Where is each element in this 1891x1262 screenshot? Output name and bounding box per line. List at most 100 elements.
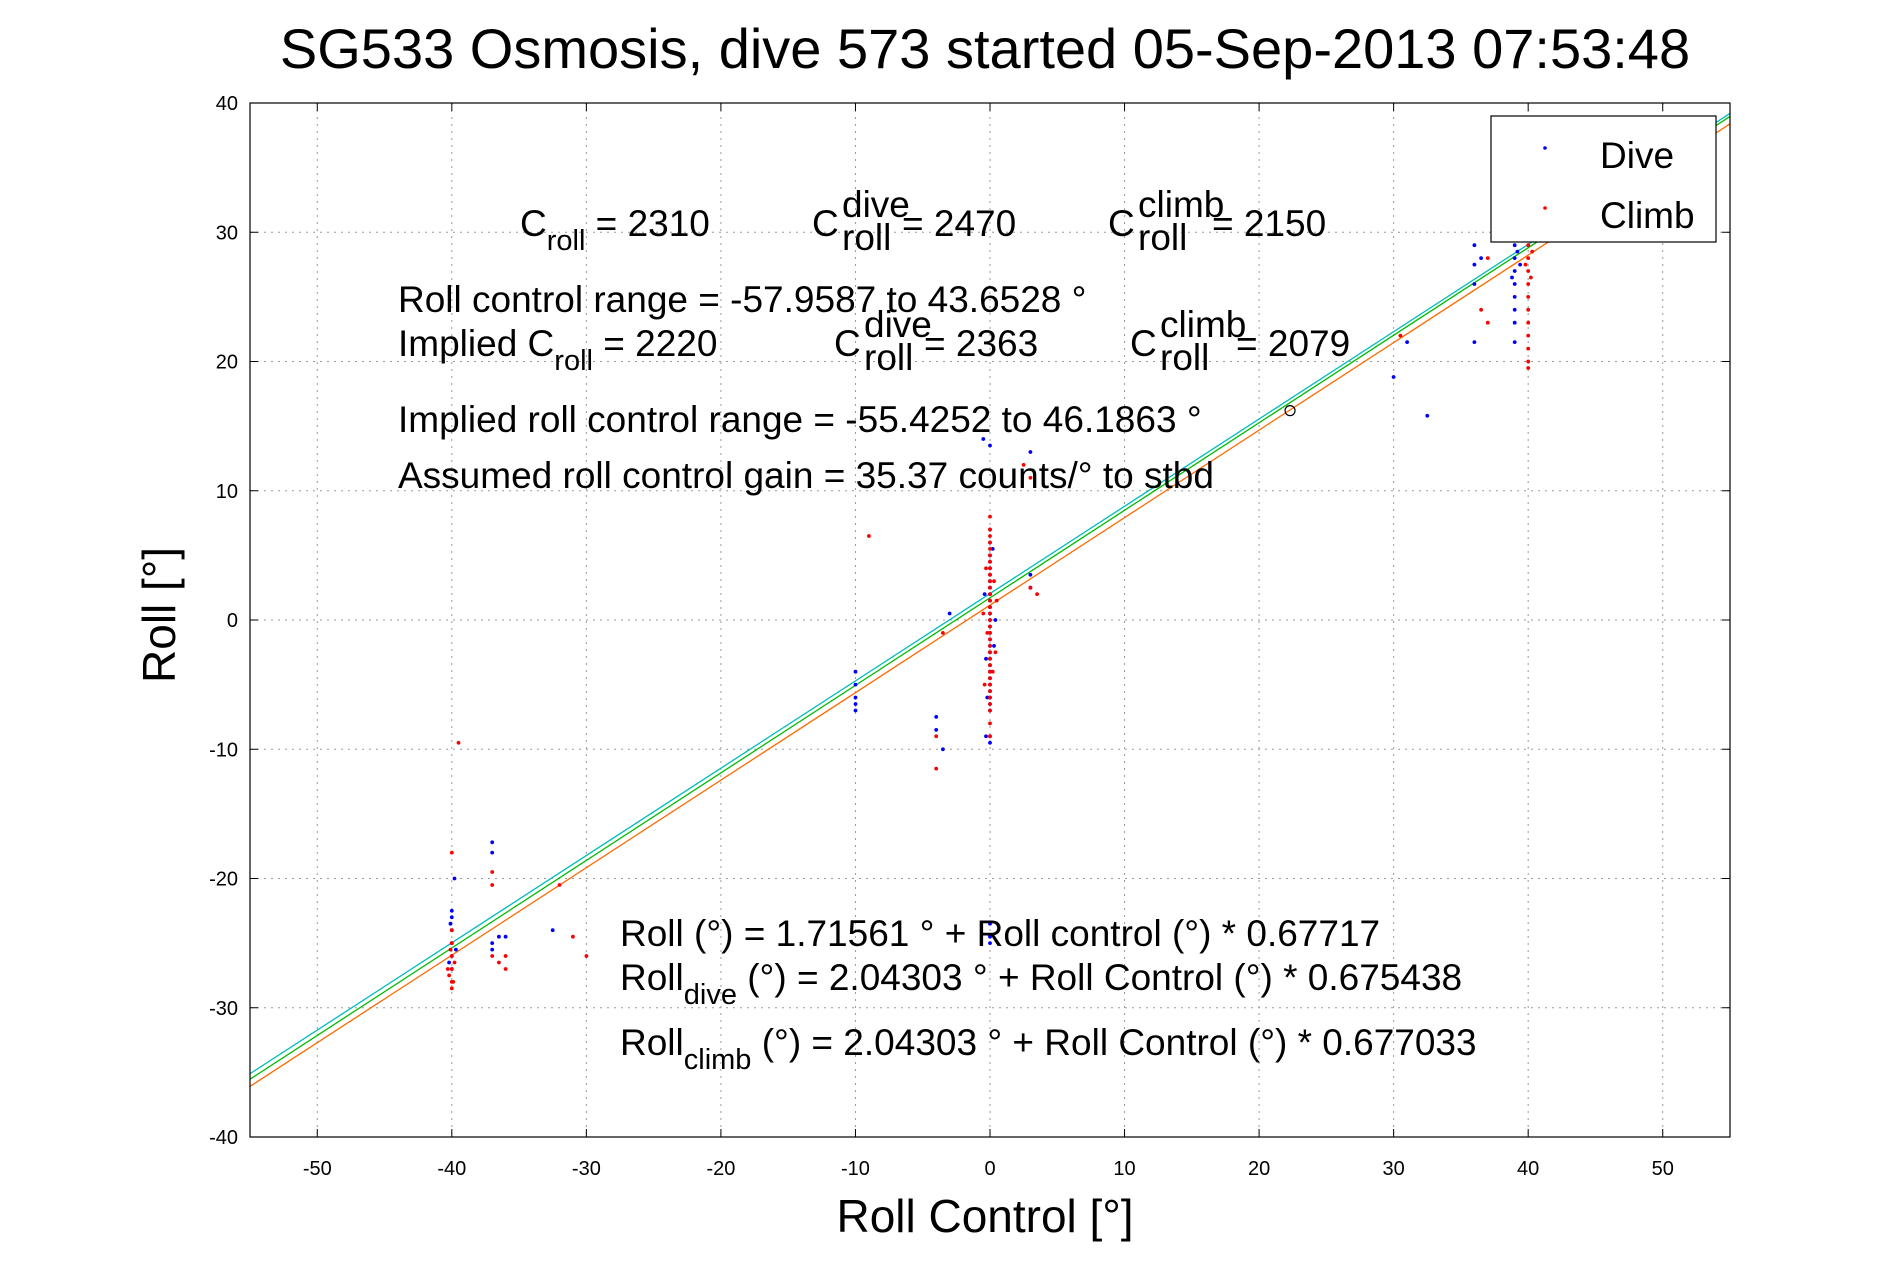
annotation-eq-all: Roll (°) = 1.71561 ° + Roll control (°) … — [620, 913, 1380, 954]
annotation-c-dive-value: = 2470 — [902, 203, 1016, 244]
dive-point — [490, 941, 495, 945]
climb-point — [988, 624, 992, 629]
climb-point — [449, 954, 454, 958]
dive-point — [1512, 243, 1517, 248]
climb-point — [1526, 359, 1531, 364]
dive-point — [1472, 282, 1477, 286]
dive-point — [947, 611, 952, 616]
climb-point — [941, 631, 945, 635]
dive-point — [1472, 262, 1477, 267]
climb-point — [1028, 585, 1033, 590]
climb-point — [988, 514, 992, 519]
dive-point — [550, 928, 555, 933]
climb-point — [988, 695, 992, 700]
climb-point — [1021, 463, 1026, 467]
dive-point — [1512, 295, 1517, 299]
climb-point — [934, 766, 939, 771]
climb-point — [1485, 320, 1490, 325]
annotation-implied-c: Implied Croll = 2220 — [398, 323, 717, 377]
annotation-c-climb-value: = 2150 — [1212, 203, 1326, 244]
climb-point — [934, 734, 939, 739]
climb-point — [988, 618, 992, 622]
climb-point — [988, 708, 992, 713]
climb-point — [988, 611, 992, 616]
dive-point — [853, 708, 858, 713]
dive-point — [988, 740, 992, 745]
climb-point — [1526, 346, 1531, 351]
climb-point — [867, 534, 871, 538]
dive-point — [1512, 269, 1517, 273]
dive-point — [934, 715, 939, 719]
legend-climb-label: Climb — [1600, 195, 1695, 236]
marker-circle — [1284, 405, 1296, 417]
x-tick-label: 20 — [1248, 1158, 1270, 1180]
eq-dive-post: (°) = 2.04303 ° + Roll Control (°) * 0.6… — [737, 957, 1462, 998]
climb-point — [981, 611, 986, 616]
climb-point — [1479, 307, 1483, 312]
climb-point — [988, 702, 992, 706]
fit-all-line — [249, 115, 1731, 1080]
dive-point — [1425, 413, 1430, 418]
y-tick-label: -10 — [209, 739, 238, 761]
climb-point — [988, 663, 992, 668]
climb-point — [1035, 592, 1039, 596]
legend: Dive Climb — [1490, 115, 1717, 243]
dive-point — [503, 934, 508, 939]
dive-point — [1472, 340, 1477, 344]
annotation-implied-range: Implied roll control range = -55.4252 to… — [398, 399, 1202, 440]
dive-point — [993, 618, 998, 622]
climb-point — [984, 566, 988, 571]
dive-point — [992, 644, 996, 648]
x-axis-label: Roll Control [°] — [836, 1190, 1133, 1242]
climb-point — [988, 605, 992, 609]
dive-point — [490, 840, 495, 845]
climb-point — [1529, 275, 1533, 280]
climb-point — [1485, 256, 1490, 260]
c-value: = 2310 — [585, 203, 709, 244]
grid — [250, 103, 1730, 1137]
dive-point — [853, 669, 858, 674]
climb-point — [988, 644, 992, 648]
dive-point — [449, 915, 454, 920]
climb-point — [452, 960, 457, 965]
y-tick-label: 0 — [227, 610, 238, 632]
annotation-c-dive-sub: roll — [842, 217, 891, 258]
dive-point — [1472, 243, 1477, 248]
x-tick-label: 0 — [984, 1158, 995, 1180]
climb-point — [584, 954, 589, 958]
eq-climb-post: (°) = 2.04303 ° + Roll Control (°) * 0.6… — [751, 1022, 1476, 1063]
climb-point — [1028, 475, 1033, 480]
annotation-eq-climb: Rollclimb (°) = 2.04303 ° + Roll Control… — [620, 1022, 1477, 1076]
dive-point — [497, 934, 501, 939]
implied-sub: roll — [554, 345, 593, 377]
dive-point — [1515, 249, 1520, 254]
climb-point — [988, 553, 992, 558]
fit-climb-line — [249, 123, 1731, 1087]
y-tick-label: 20 — [216, 352, 238, 374]
climb-point — [449, 986, 454, 991]
y-tick-label: 10 — [216, 481, 238, 503]
x-tick-label: 10 — [1113, 1158, 1135, 1180]
climb-point — [988, 631, 992, 635]
climb-point — [557, 883, 562, 887]
climb-point — [445, 967, 450, 971]
legend-dive-label: Dive — [1600, 135, 1674, 176]
dive-point — [984, 656, 988, 661]
climb-point — [988, 585, 992, 590]
legend-climb-marker — [1543, 206, 1547, 210]
dive-point — [990, 547, 995, 551]
climb-point — [1526, 295, 1531, 299]
annotation-c-roll: Croll = 2310 — [520, 203, 710, 257]
y-tick-label: -20 — [209, 869, 238, 891]
x-tick-label: -10 — [841, 1158, 870, 1180]
dive-point — [988, 934, 992, 939]
climb-point — [1526, 256, 1531, 260]
climb-point — [449, 928, 454, 933]
climb-point — [1526, 320, 1531, 325]
climb-point — [1523, 262, 1528, 267]
climb-point — [490, 883, 495, 887]
climb-point — [1526, 269, 1531, 273]
y-tick-label: 30 — [216, 222, 238, 244]
dive-point — [984, 734, 988, 739]
climb-point — [988, 540, 992, 545]
